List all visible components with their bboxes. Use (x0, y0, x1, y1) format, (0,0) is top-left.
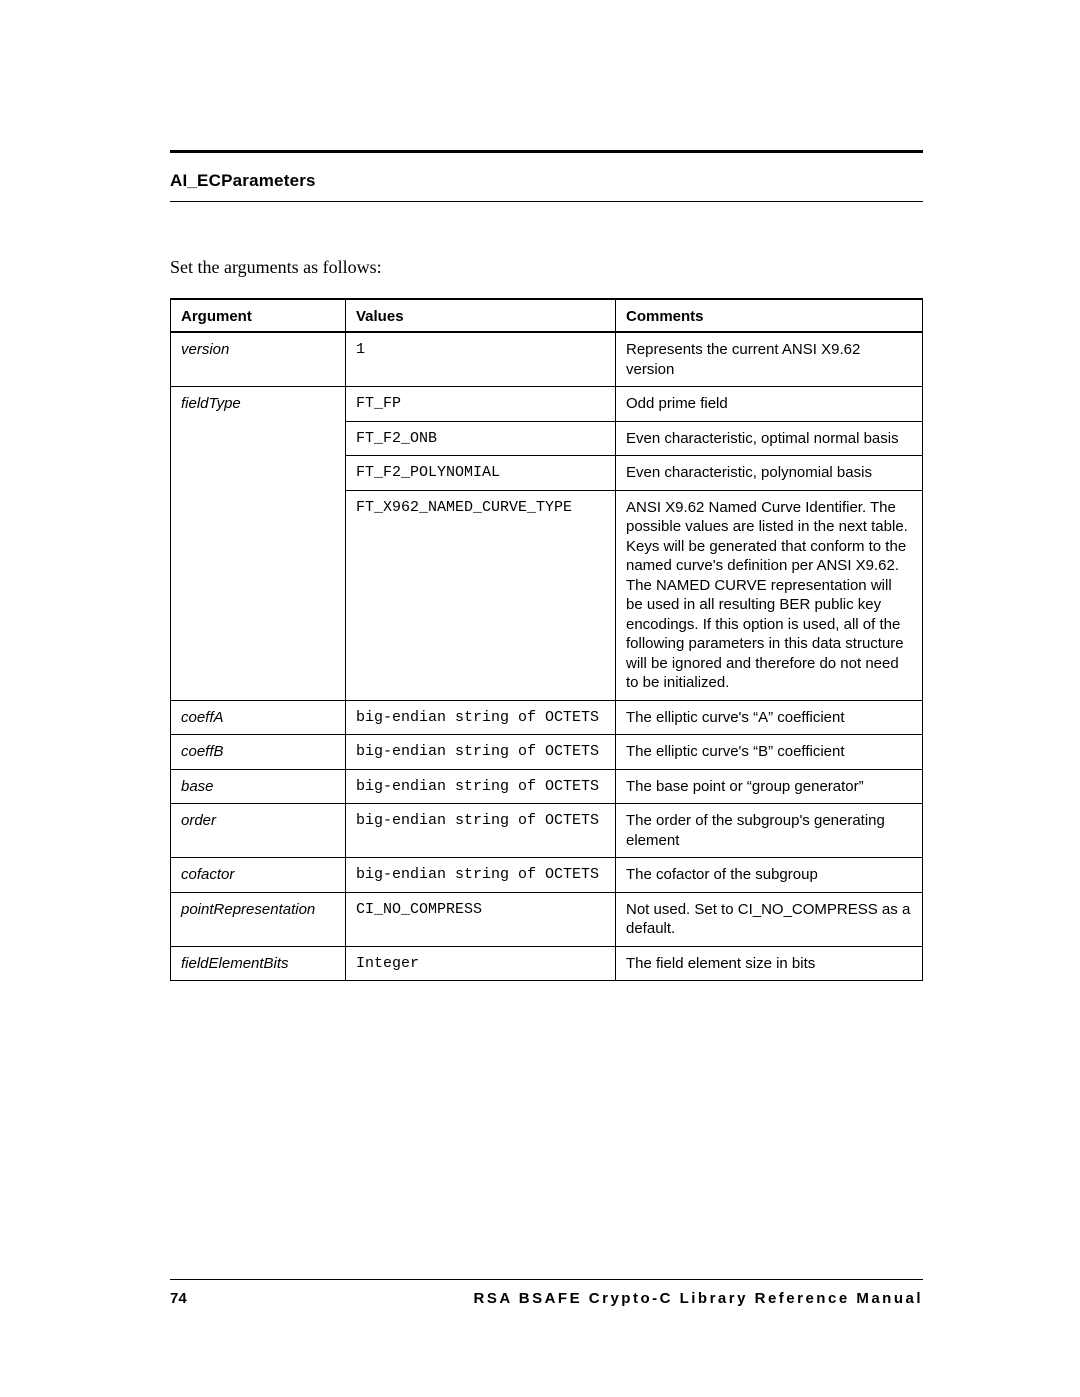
table-row: cofactor big-endian string of OCTETS The… (171, 858, 923, 893)
arg-value: Integer (346, 946, 616, 981)
title-underline (170, 201, 923, 202)
section-title: AI_ECParameters (170, 171, 923, 191)
arg-comment: ANSI X9.62 Named Curve Identifier. The p… (616, 490, 923, 700)
table-row: order big-endian string of OCTETS The or… (171, 804, 923, 858)
table-row: pointRepresentation CI_NO_COMPRESS Not u… (171, 892, 923, 946)
arg-value: CI_NO_COMPRESS (346, 892, 616, 946)
arg-comment: The base point or “group generator” (616, 769, 923, 804)
arg-name: pointRepresentation (171, 892, 346, 946)
table-row: fieldType FT_FP Odd prime field (171, 387, 923, 422)
table-row: FT_X962_NAMED_CURVE_TYPE ANSI X9.62 Name… (171, 490, 923, 700)
arg-comment: Odd prime field (616, 387, 923, 422)
table-row: coeffB big-endian string of OCTETS The e… (171, 735, 923, 770)
arg-name: fieldElementBits (171, 946, 346, 981)
arg-value: FT_X962_NAMED_CURVE_TYPE (346, 490, 616, 700)
arg-name: coeffB (171, 735, 346, 770)
arg-name: fieldType (171, 387, 346, 422)
arg-comment: Even characteristic, polynomial basis (616, 456, 923, 491)
footer-title: RSA BSAFE Crypto-C Library Reference Man… (473, 1290, 923, 1307)
arg-comment: The elliptic curve's “B” coefficient (616, 735, 923, 770)
table-row: FT_F2_ONB Even characteristic, optimal n… (171, 421, 923, 456)
arg-value: 1 (346, 332, 616, 387)
col-comments: Comments (616, 299, 923, 332)
arg-value: big-endian string of OCTETS (346, 769, 616, 804)
arg-name-empty (171, 421, 346, 456)
arg-comment: The elliptic curve's “A” coefficient (616, 700, 923, 735)
arg-name: base (171, 769, 346, 804)
arg-value: big-endian string of OCTETS (346, 735, 616, 770)
table-row: FT_F2_POLYNOMIAL Even characteristic, po… (171, 456, 923, 491)
arg-name-empty (171, 456, 346, 491)
table-row: base big-endian string of OCTETS The bas… (171, 769, 923, 804)
footer-rule (170, 1279, 923, 1280)
table-header-row: Argument Values Comments (171, 299, 923, 332)
page-footer: 74 RSA BSAFE Crypto-C Library Reference … (170, 1279, 923, 1307)
arg-value: big-endian string of OCTETS (346, 700, 616, 735)
arg-comment: Not used. Set to CI_NO_COMPRESS as a def… (616, 892, 923, 946)
arg-comment: The field element size in bits (616, 946, 923, 981)
col-argument: Argument (171, 299, 346, 332)
footer-row: 74 RSA BSAFE Crypto-C Library Reference … (170, 1290, 923, 1307)
arg-comment: Even characteristic, optimal normal basi… (616, 421, 923, 456)
arg-name-empty (171, 490, 346, 700)
arg-name: order (171, 804, 346, 858)
arg-comment: The order of the subgroup's generating e… (616, 804, 923, 858)
arg-value: FT_FP (346, 387, 616, 422)
intro-text: Set the arguments as follows: (170, 257, 923, 278)
arg-name: version (171, 332, 346, 387)
arg-value: big-endian string of OCTETS (346, 858, 616, 893)
arg-comment: Represents the current ANSI X9.62 versio… (616, 332, 923, 387)
table-row: fieldElementBits Integer The field eleme… (171, 946, 923, 981)
arg-value: FT_F2_POLYNOMIAL (346, 456, 616, 491)
arguments-table: Argument Values Comments version 1 Repre… (170, 298, 923, 981)
col-values: Values (346, 299, 616, 332)
arg-value: FT_F2_ONB (346, 421, 616, 456)
arg-value: big-endian string of OCTETS (346, 804, 616, 858)
arg-comment: The cofactor of the subgroup (616, 858, 923, 893)
table-row: coeffA big-endian string of OCTETS The e… (171, 700, 923, 735)
arg-name: coeffA (171, 700, 346, 735)
arg-name: cofactor (171, 858, 346, 893)
top-rule (170, 150, 923, 153)
page: AI_ECParameters Set the arguments as fol… (0, 0, 1080, 1397)
table-row: version 1 Represents the current ANSI X9… (171, 332, 923, 387)
page-number: 74 (170, 1290, 187, 1307)
